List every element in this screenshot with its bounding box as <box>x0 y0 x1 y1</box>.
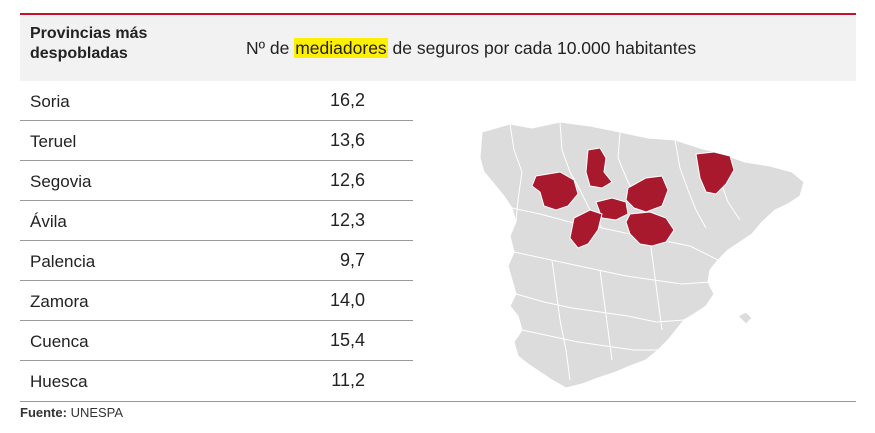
table-row: Teruel 13,6 <box>20 121 413 161</box>
map-province-soria <box>625 175 669 213</box>
map-province-line <box>521 329 658 351</box>
province-value: 12,3 <box>329 210 365 230</box>
table-row: Soria 16,2 <box>20 81 413 121</box>
row-separator <box>20 360 413 361</box>
map-province-line <box>649 239 663 331</box>
province-name: Palencia <box>30 252 96 271</box>
map-region-balearic <box>737 311 753 325</box>
header-provinces: Provincias más despobladas <box>30 25 148 62</box>
map-province-avila <box>569 209 603 249</box>
map-province-line <box>513 251 711 285</box>
province-value: 16,2 <box>329 90 365 110</box>
map-province-segovia <box>595 197 629 221</box>
table-row: Cuenca 15,4 <box>20 321 413 361</box>
table-row: Palencia 9,7 <box>20 241 413 281</box>
province-name: Teruel <box>30 132 77 151</box>
row-separator <box>20 160 413 161</box>
bottom-line <box>20 401 856 402</box>
row-separator <box>20 320 413 321</box>
map-province-palencia <box>585 147 613 189</box>
table-row: Ávila 12,3 <box>20 201 413 241</box>
map-province-line <box>674 139 707 229</box>
highlighted-provinces <box>531 147 735 249</box>
source-label: Fuente: <box>20 405 67 420</box>
map-province-huesca <box>695 151 735 195</box>
spain-province-lines <box>509 121 741 381</box>
province-value: 9,7 <box>339 250 365 270</box>
table-row: Huesca 11,2 <box>20 361 413 401</box>
table-header: Provincias más despobladas Nº de mediado… <box>20 15 856 81</box>
row-separator <box>20 120 413 121</box>
province-value: 14,0 <box>329 290 365 310</box>
province-value: 13,6 <box>329 130 365 150</box>
map-province-line <box>599 269 613 361</box>
map-province-line <box>551 259 571 381</box>
source-note: Fuente: UNESPA <box>20 405 123 420</box>
province-value: 15,4 <box>329 330 365 350</box>
map-province-line <box>511 207 719 261</box>
province-name: Cuenca <box>30 332 89 351</box>
province-value: 12,6 <box>329 170 365 190</box>
source-text: UNESPA <box>66 405 124 420</box>
province-name: Soria <box>30 92 70 111</box>
province-name: Huesca <box>30 372 88 391</box>
header-metric: Nº de mediadores de seguros por cada 10.… <box>246 38 696 59</box>
table-row: Zamora 14,0 <box>20 281 413 321</box>
table-row: Segovia 12,6 <box>20 161 413 201</box>
header-metric-suffix: de seguros por cada 10.000 habitantes <box>387 38 697 58</box>
map-province-line <box>509 123 523 223</box>
row-separator <box>20 280 413 281</box>
row-separator <box>20 240 413 241</box>
header-metric-highlight: mediadores <box>294 38 388 58</box>
map-province-cuenca <box>625 211 675 247</box>
province-name: Zamora <box>30 292 89 311</box>
province-name: Segovia <box>30 172 92 191</box>
spain-map <box>479 121 805 389</box>
header-metric-prefix: Nº de <box>246 38 295 58</box>
province-value: 11,2 <box>331 370 365 390</box>
top-accent-line <box>20 13 856 15</box>
map-province-line <box>515 293 685 323</box>
row-separator <box>20 200 413 201</box>
map-province-zamora <box>531 171 579 211</box>
province-name: Ávila <box>30 212 67 231</box>
